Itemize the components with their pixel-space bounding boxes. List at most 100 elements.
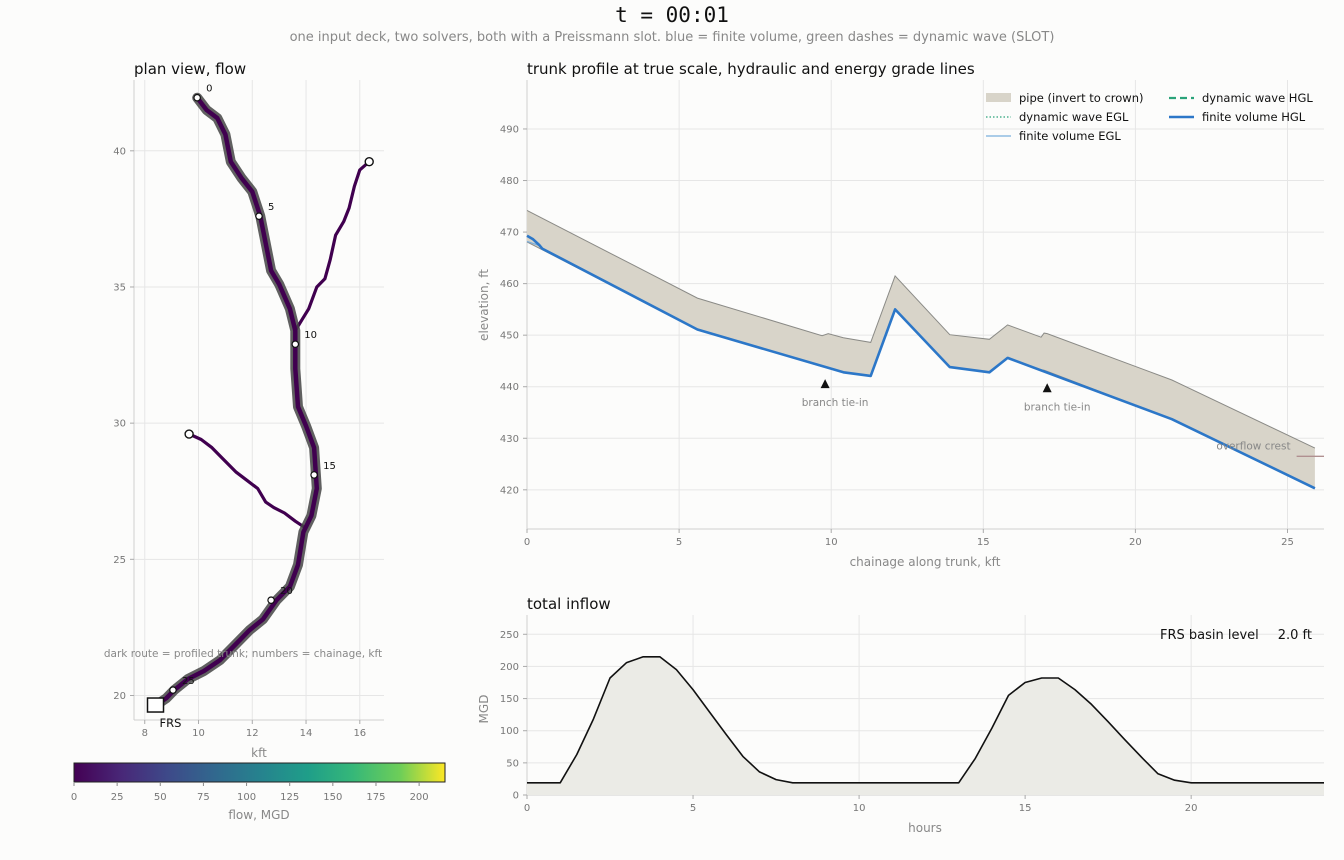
profile-tick-label-x: 0	[524, 537, 530, 548]
colorbar-label: flow, MGD	[228, 808, 289, 822]
chainage-label: 0	[206, 84, 212, 95]
profile-tick-label-y: 470	[500, 228, 519, 239]
profile-tick-label-x: 10	[825, 537, 838, 548]
plan-tick-label-x: 14	[300, 728, 313, 739]
profile-grid	[526, 80, 1324, 529]
plan-tick-label-y: 40	[113, 146, 126, 157]
profile-y-label: elevation, ft	[477, 269, 491, 341]
chainage-marker	[291, 340, 300, 348]
inflow-tick-label-y: 100	[500, 726, 519, 737]
inflow-tick-label-y: 50	[506, 758, 519, 769]
pipe-crown-line	[526, 209, 1316, 449]
branch-tie-in-marker	[820, 379, 830, 389]
inflow-tick-label-y: 200	[500, 662, 519, 673]
profile-ticks: 0 5 10 15 20 25 420 430 440 450 460 470 480 490	[500, 124, 1294, 548]
inflow-tick-label-y: 0	[513, 791, 519, 802]
legend-swatch-pipe	[986, 93, 1011, 102]
inflow-tick-label-x: 20	[1185, 803, 1198, 814]
chainage-marker	[310, 471, 318, 479]
profile-tick-label-x: 20	[1129, 537, 1142, 548]
inflow-tick-label-x: 0	[524, 803, 530, 814]
plan-tick-label-x: 8	[142, 728, 148, 739]
chainage-marker	[193, 93, 201, 102]
plan-view-note: dark route = profiled trunk; numbers = c…	[104, 648, 382, 660]
legend-entry: dynamic wave HGL	[1202, 91, 1313, 105]
inflow-tick-label-y: 250	[500, 630, 519, 641]
plan-tick-label-y: 25	[113, 555, 126, 566]
profile-x-label: chainage along trunk, kft	[850, 555, 1001, 569]
chainage-marker	[267, 596, 275, 604]
profile-tick-label-y: 420	[500, 485, 519, 496]
inflow-tick-label-x: 15	[1019, 803, 1032, 814]
grade-lines	[526, 234, 1316, 490]
flow-colorbar: 0 25 50 75 100 125 150 175 200 flow, MGD	[71, 762, 446, 822]
chainage-marker	[169, 686, 177, 694]
legend-entry: finite volume HGL	[1202, 110, 1306, 124]
colorbar-tick-label: 200	[410, 792, 429, 803]
overflow-crest-label: overflow crest	[1216, 440, 1290, 452]
outfall-box	[146, 697, 165, 713]
plan-tick-label-y: 35	[113, 282, 126, 293]
profile-legend: pipe (invert to crown) dynamic wave EGL fi…	[986, 91, 1313, 143]
profile-tick-label-y: 490	[500, 124, 519, 135]
profile-tick-label-y: 460	[500, 279, 519, 290]
profile-tick-label-x: 25	[1281, 537, 1294, 548]
chainage-label: 15	[323, 461, 336, 472]
outfall-label: FRS	[160, 716, 182, 730]
inflow-y-label: MGD	[477, 695, 491, 724]
chainage-label: 10	[304, 330, 317, 341]
inflow-tick-label-x: 10	[853, 803, 866, 814]
figure-subtitle: one input deck, two solvers, both with a…	[289, 30, 1055, 45]
colorbar-ticks: 0 25 50 75 100 125 150 175 200	[71, 782, 429, 803]
inflow-area	[527, 656, 1324, 795]
branch-tie-in-label: branch tie-in	[1024, 401, 1091, 413]
branch-endpoint	[184, 429, 194, 439]
plan-tick-label-y: 20	[113, 691, 126, 702]
trunk-profile-panel: trunk profile at true scale, hydraulic a…	[477, 60, 1324, 569]
colorbar-tick-label: 125	[280, 792, 299, 803]
plan-view-ticks: 8 10 12 14 16 20 25 30 35 40	[113, 146, 366, 739]
trunk-route-halo	[153, 92, 322, 709]
profile-tick-label-x: 15	[977, 537, 990, 548]
inflow-line	[527, 655, 1324, 784]
frs-basin-level-value: 2.0 ft	[1278, 628, 1312, 643]
colorbar-tick-label: 175	[366, 792, 385, 803]
colorbar-gradient	[73, 762, 446, 783]
colorbar-tick-label: 0	[71, 792, 77, 803]
branch-tie-in-label: branch tie-in	[802, 397, 869, 409]
plan-tick-label-x: 16	[353, 728, 366, 739]
legend-entry: dynamic wave EGL	[1019, 110, 1129, 124]
plan-view-trunk	[153, 92, 322, 709]
plan-tick-label-x: 10	[192, 728, 205, 739]
outfall-frs: FRS	[146, 697, 182, 730]
chainage-label: 5	[268, 202, 274, 213]
inflow-title: total inflow	[527, 595, 611, 613]
chainage-label: 25	[182, 676, 195, 687]
branch-endpoint	[364, 157, 374, 167]
inflow-tick-label-x: 5	[690, 803, 696, 814]
figure-title: t = 00:01	[615, 3, 729, 27]
trunk-route-line	[155, 95, 320, 706]
plan-tick-label-x: 12	[246, 728, 259, 739]
chainage-label: 20	[280, 586, 293, 597]
branch-line-1	[293, 160, 371, 333]
colorbar-tick-label: 150	[323, 792, 342, 803]
plan-view-x-label: kft	[251, 746, 267, 760]
pipe-fill	[527, 210, 1315, 489]
branch-line-2	[187, 432, 305, 529]
plan-view-grid	[134, 80, 384, 720]
profile-title: trunk profile at true scale, hydraulic a…	[527, 60, 975, 78]
pipe-band	[526, 209, 1316, 489]
colorbar-tick-label: 25	[111, 792, 124, 803]
chainage-marker	[255, 212, 263, 220]
colorbar-tick-label: 50	[154, 792, 167, 803]
plan-view-chainage-markers: 0 5 10 15 20 25	[169, 84, 374, 694]
colorbar-tick-label: 100	[237, 792, 256, 803]
frs-basin-level-label: FRS basin level	[1160, 628, 1259, 643]
profile-tick-label-y: 440	[500, 382, 519, 393]
legend-entry: finite volume EGL	[1019, 129, 1121, 143]
profile-tick-label-y: 480	[500, 176, 519, 187]
